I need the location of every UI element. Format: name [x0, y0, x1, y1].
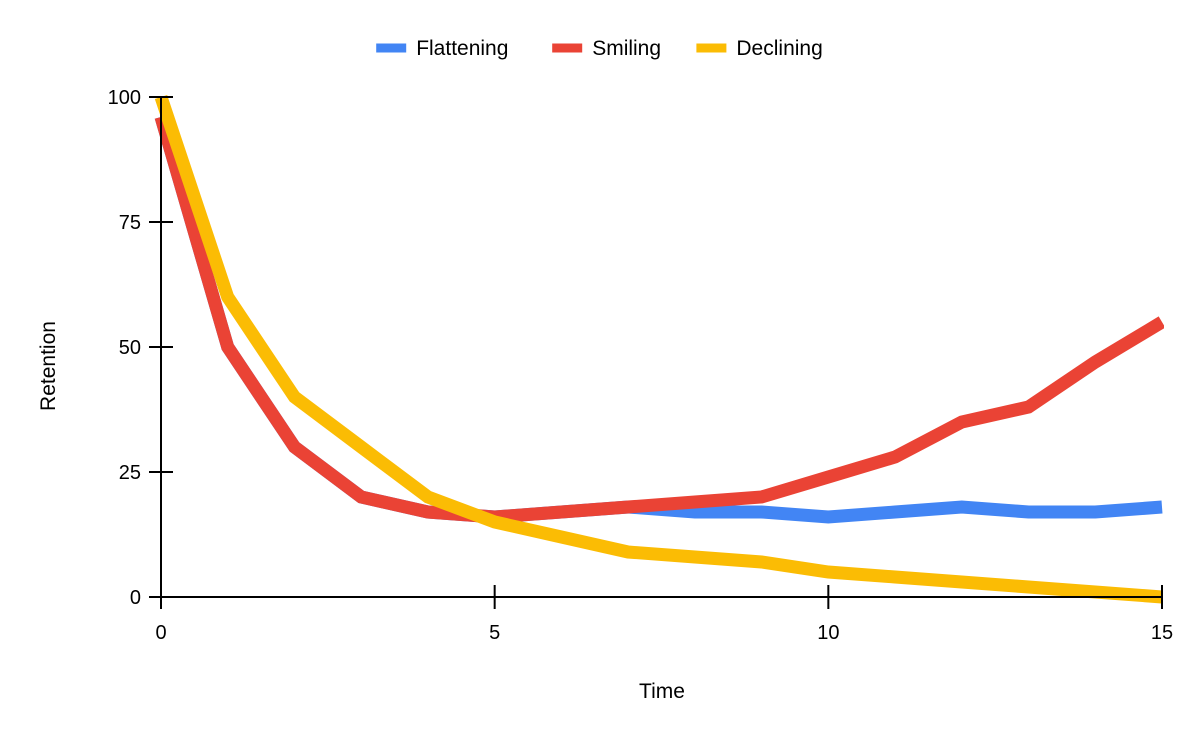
x-tick-label: 5 [489, 622, 500, 644]
x-tick-label: 0 [155, 622, 166, 644]
legend-label-smiling: Smiling [592, 37, 661, 60]
y-tick-label: 75 [119, 212, 141, 234]
y-tick-label: 0 [130, 587, 141, 609]
x-axis-title: Time [639, 680, 685, 703]
axes-layer: 0 5 10 15 0 25 50 75 100 [108, 87, 1174, 644]
legend-item-smiling: Smiling [552, 37, 661, 60]
y-axis-title: Retention [37, 321, 60, 411]
legend-item-flattening: Flattening [376, 37, 508, 60]
series-line-declining [154, 94, 1163, 604]
series-layer [154, 94, 1164, 604]
legend: Flattening Smiling Declining [376, 37, 823, 60]
y-tick-label: 25 [119, 462, 141, 484]
x-tick-label: 15 [1151, 622, 1173, 644]
legend-label-flattening: Flattening [416, 37, 508, 60]
series-line-smiling [154, 115, 1164, 524]
legend-item-declining: Declining [696, 37, 823, 60]
y-tick-label: 100 [108, 87, 141, 109]
x-tick-label: 10 [817, 622, 839, 644]
legend-label-declining: Declining [736, 37, 822, 60]
y-tick-label: 50 [119, 337, 141, 359]
